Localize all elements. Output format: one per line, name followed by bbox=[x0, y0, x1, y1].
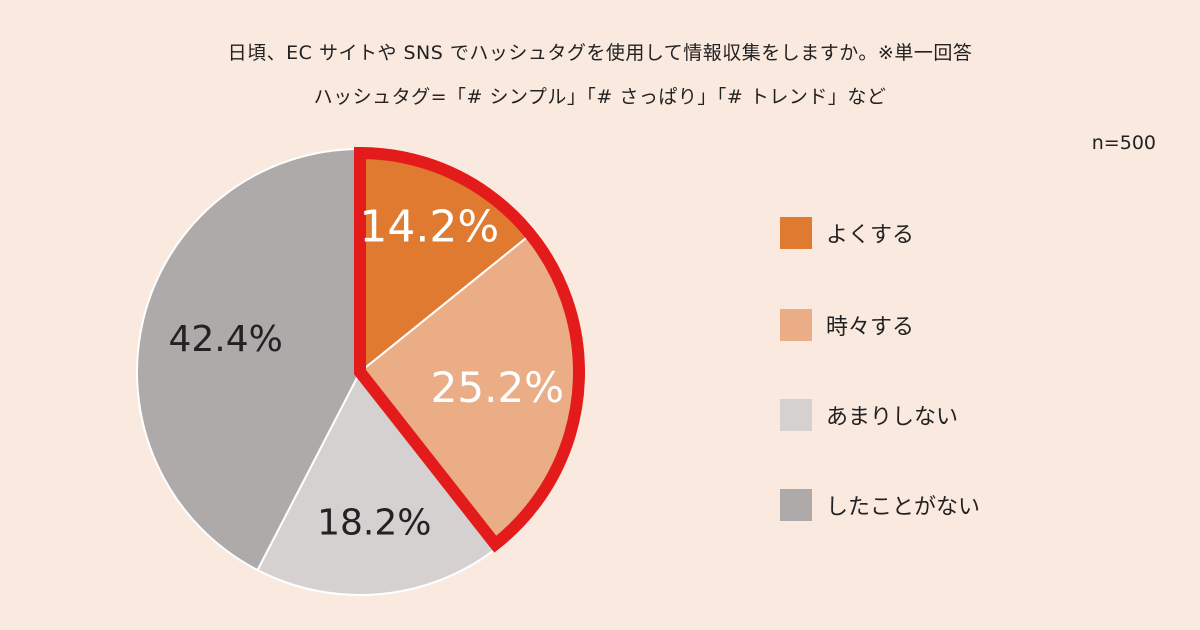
slice-value-label-2: 25.2% bbox=[431, 363, 564, 412]
legend-swatch bbox=[780, 489, 812, 521]
highlight-outline bbox=[354, 146, 585, 553]
legend-label: したことがない bbox=[826, 495, 981, 520]
legend-label: よくする bbox=[826, 223, 915, 248]
slice-value-label-1: 14.2% bbox=[359, 202, 499, 253]
legend-item: したことがない bbox=[780, 488, 1080, 522]
legend-swatch bbox=[780, 309, 812, 341]
slice-value-label-3: 18.2% bbox=[317, 502, 431, 543]
legend-swatch bbox=[780, 217, 812, 249]
pie-slice-3 bbox=[256, 370, 500, 596]
legend-label: あまりしない bbox=[826, 405, 959, 430]
legend-item: あまりしない bbox=[780, 398, 1080, 432]
chart-subtitle: ハッシュタグ=「# シンプル」「# さっぱり」「# トレンド」など bbox=[313, 86, 887, 108]
pie-slice-4 bbox=[136, 147, 361, 572]
legend-label: 時々する bbox=[826, 315, 915, 340]
sample-size-label: n=500 bbox=[1091, 132, 1156, 154]
legend-item: よくする bbox=[780, 216, 1080, 250]
slice-value-label-4: 42.4% bbox=[168, 319, 282, 360]
legend-swatch bbox=[780, 399, 812, 431]
legend-item: 時々する bbox=[780, 308, 1080, 342]
chart-title: 日頃、EC サイトや SNS でハッシュタグを使用して情報収集をしますか。※単一… bbox=[227, 42, 973, 64]
